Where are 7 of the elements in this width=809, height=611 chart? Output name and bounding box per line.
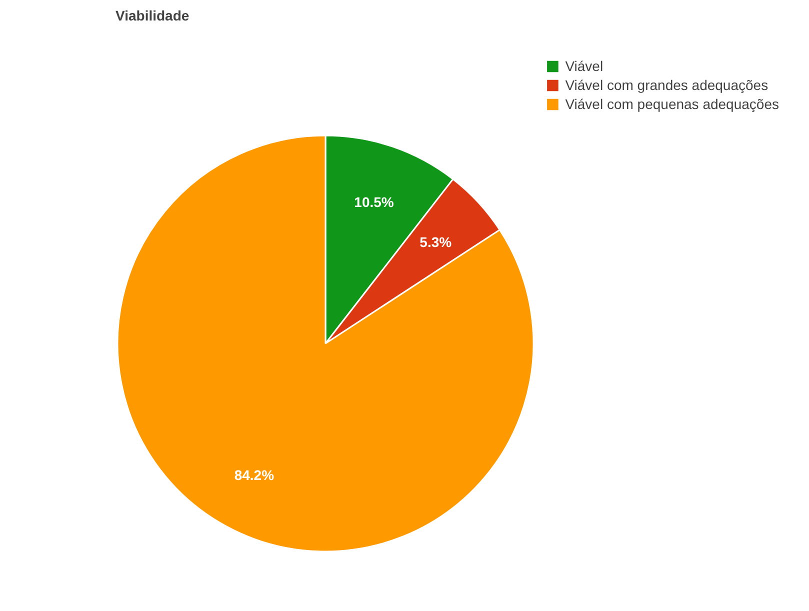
data-label: 10.5%: [354, 194, 394, 210]
chart-title: Viabilidade: [116, 8, 190, 24]
data-label: 84.2%: [234, 467, 275, 484]
legend-label: Viável com pequenas adequações: [565, 96, 779, 112]
legend-label: Viável: [565, 58, 604, 74]
legend-label: Viável com grandes adequações: [565, 77, 768, 93]
data-label: 5.3%: [420, 234, 452, 250]
